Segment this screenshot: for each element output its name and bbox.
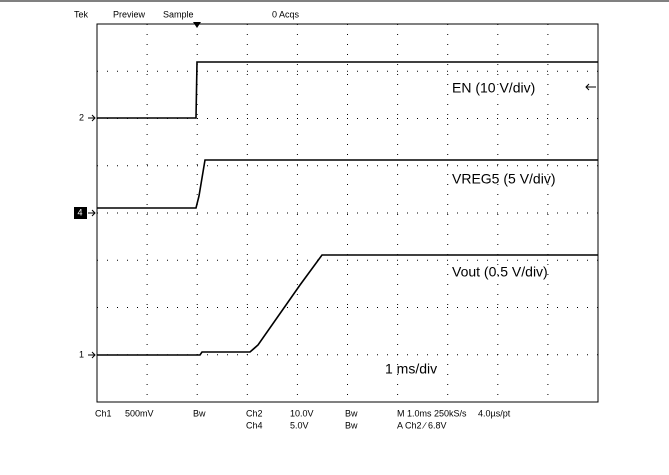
plot-border	[96, 23, 599, 403]
ch2-arrow	[88, 114, 96, 122]
ch1-marker: 1	[79, 349, 84, 359]
graticule	[97, 24, 598, 402]
ch1-bw: Bw	[193, 408, 206, 418]
ch4-arrow	[88, 209, 96, 217]
horizontal: M 1.0ms 250kS/s	[397, 408, 467, 418]
vout-label: Vout (0.5 V/div)	[452, 264, 548, 280]
vreg5-label: VREG5 (5 V/div)	[452, 171, 555, 187]
vreg5-trace	[97, 159, 598, 209]
ch2: Ch2	[246, 408, 263, 418]
timebase-note: 1 ms/div	[385, 361, 437, 377]
ch4-bw: Bw	[345, 420, 358, 430]
en-trace	[97, 61, 598, 119]
ch2-bw: Bw	[345, 408, 358, 418]
resolution: 4.0µs/pt	[478, 408, 511, 418]
ch2-marker: 2	[79, 112, 84, 122]
ch2-scale: 10.0V	[290, 408, 314, 418]
preview: Preview	[113, 9, 146, 19]
vout-trace	[97, 254, 598, 356]
trigger: A Ch2 ∕ 6.8V	[397, 420, 447, 430]
ch1-arrow	[88, 351, 96, 359]
brand: Tek	[74, 9, 89, 19]
en-label: EN (10 V/div)	[452, 80, 535, 96]
ch4-scale: 5.0V	[290, 420, 309, 430]
acquisitions: 0 Acqs	[272, 9, 300, 19]
ch1: Ch1	[95, 408, 112, 418]
mode: Sample	[163, 9, 194, 19]
trigger-level-arrow	[585, 83, 596, 91]
ch4-marker: 4	[77, 207, 82, 217]
ch4: Ch4	[246, 420, 263, 430]
ch1-scale: 500mV	[125, 408, 154, 418]
ch4-box	[74, 207, 87, 219]
